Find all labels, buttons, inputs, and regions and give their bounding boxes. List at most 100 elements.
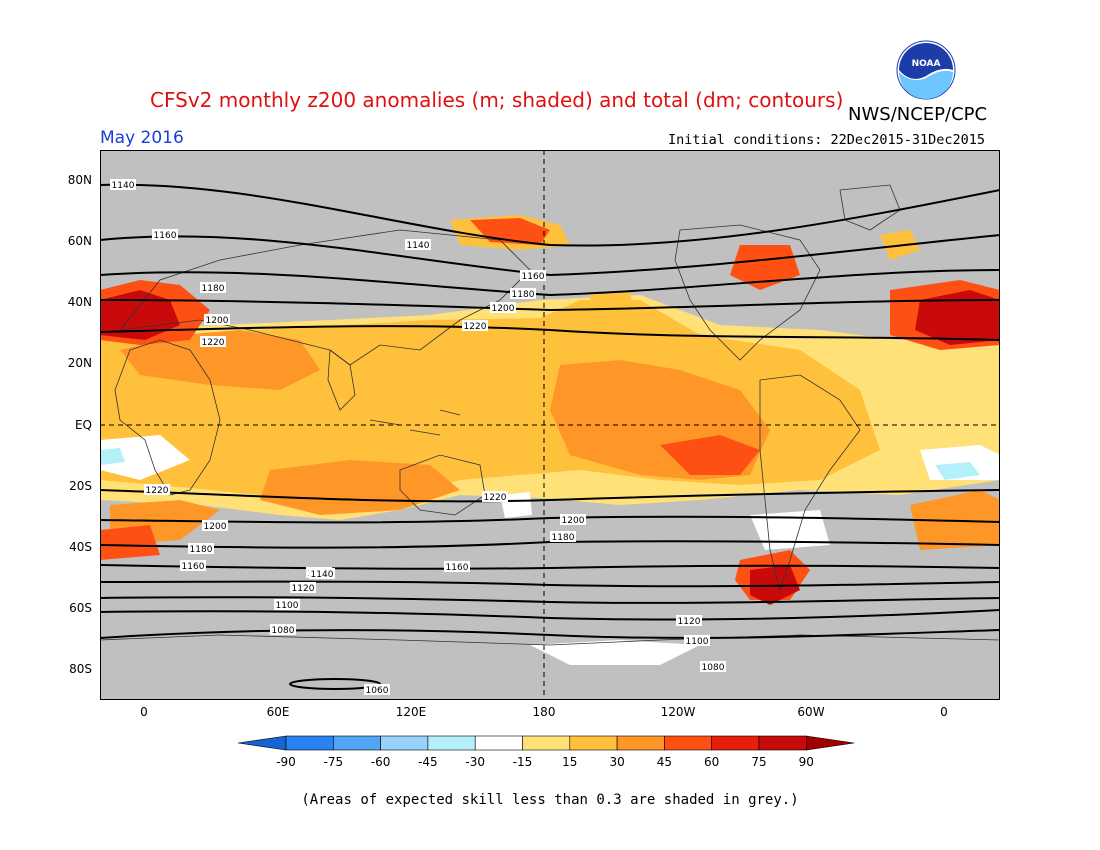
contour-label: 1100 [274, 599, 300, 611]
lat-label: 40S [69, 540, 92, 554]
height-contours [100, 183, 1000, 690]
contour-label: 1160 [444, 561, 470, 573]
coastlines [100, 184, 1000, 646]
legend-swatch [380, 735, 429, 751]
lat-label: 60N [68, 234, 92, 248]
svg-text:EQ: EQ [75, 418, 92, 432]
legend-swatch [333, 735, 381, 751]
contour-label: 1100 [684, 635, 710, 647]
color-legend: -90 -75 -60 -45 -30 -15 15 30 45 60 75 90 [238, 735, 855, 769]
svg-text:0: 0 [140, 705, 148, 719]
contour-label: 1080 [270, 624, 296, 636]
contour-label: 1220 [482, 491, 508, 503]
lat-label: 20N [68, 356, 92, 370]
lat-label: 80N [68, 173, 92, 187]
svg-text:180: 180 [533, 705, 556, 719]
anomaly-band-neutral [100, 435, 190, 480]
legend-swatch [569, 735, 618, 751]
legend-tick-label: 30 [609, 755, 624, 769]
svg-text:1140: 1140 [112, 181, 135, 191]
contour-label: 1160 [180, 560, 206, 572]
contour-label: 1200 [202, 520, 228, 532]
contour-label: 1060 [364, 684, 390, 696]
contour-label: 1220 [200, 336, 226, 348]
contour-label: 1200 [560, 514, 586, 526]
contour-label: 1220 [144, 484, 170, 496]
svg-text:1100: 1100 [276, 601, 299, 611]
svg-text:1100: 1100 [686, 637, 709, 647]
svg-text:1120: 1120 [292, 584, 315, 594]
legend-swatches [238, 735, 855, 751]
legend-swatch [427, 735, 476, 751]
svg-text:1160: 1160 [182, 562, 205, 572]
legend-tick-label: 45 [657, 755, 672, 769]
legend-tick-label: -30 [465, 755, 485, 769]
initial-conditions: Initial conditions: 22Dec2015-31Dec2015 [668, 132, 985, 148]
contour-label: 1160 [520, 270, 546, 282]
forecast-month: May 2016 [100, 128, 184, 148]
map-title: CFSv2 monthly z200 anomalies (m; shaded)… [150, 88, 844, 112]
legend-swatch [664, 735, 712, 751]
legend-tick-label: -15 [513, 755, 533, 769]
svg-text:1180: 1180 [190, 545, 213, 555]
contour-label: 1160 [152, 229, 178, 241]
svg-text:1180: 1180 [512, 290, 535, 300]
contour-label: 1180 [200, 282, 226, 294]
noaa-logo: NOAA [896, 40, 956, 100]
lon-label: 0 [140, 705, 148, 719]
legend-tick-label: 60 [704, 755, 719, 769]
svg-text:60E: 60E [267, 705, 290, 719]
legend-tick-label: -45 [418, 755, 438, 769]
lon-label: 0 [940, 705, 948, 719]
legend-swatch [758, 735, 807, 751]
lon-label: 60W [797, 705, 824, 719]
anomaly-band-75-90 [100, 290, 180, 340]
svg-text:1200: 1200 [492, 304, 515, 314]
lat-label: 20S [69, 479, 92, 493]
svg-text:40N: 40N [68, 295, 92, 309]
legend-tick-label: 90 [799, 755, 814, 769]
lat-label: EQ [75, 418, 92, 432]
legend-swatch [711, 735, 760, 751]
svg-text:60W: 60W [797, 705, 824, 719]
svg-text:60S: 60S [69, 601, 92, 615]
agency-label: NWS/NCEP/CPC [848, 104, 988, 125]
svg-text:80S: 80S [69, 662, 92, 676]
svg-text:1080: 1080 [272, 626, 295, 636]
legend-tick-label: 15 [562, 755, 577, 769]
svg-text:1160: 1160 [154, 231, 177, 241]
legend-arrow-low [238, 735, 287, 751]
contour-label: 1140 [110, 179, 136, 191]
svg-text:1220: 1220 [202, 338, 225, 348]
lat-label: 60S [69, 601, 92, 615]
svg-text:1140: 1140 [407, 241, 430, 251]
svg-text:120W: 120W [661, 705, 696, 719]
contour-label: 1180 [510, 288, 536, 300]
contour-label-group: 1140 1160 1180 1200 1220 1220 1200 1180 … [110, 179, 726, 696]
svg-text:20S: 20S [69, 479, 92, 493]
contour-label: 1220 [462, 320, 488, 332]
legend-swatch [285, 735, 334, 751]
svg-text:1200: 1200 [562, 516, 585, 526]
lon-label: 180 [533, 705, 556, 719]
svg-text:1080: 1080 [702, 663, 725, 673]
svg-text:20N: 20N [68, 356, 92, 370]
logo-text: NOAA [912, 59, 941, 69]
contour-label: 1140 [405, 239, 431, 251]
lon-label: 60E [267, 705, 290, 719]
legend-swatch [522, 735, 571, 751]
svg-text:80N: 80N [68, 173, 92, 187]
svg-text:1060: 1060 [366, 686, 389, 696]
svg-text:60N: 60N [68, 234, 92, 248]
svg-text:1120: 1120 [678, 617, 701, 627]
contour-label: 1080 [700, 661, 726, 673]
svg-text:1220: 1220 [146, 486, 169, 496]
contour-label: 1180 [188, 543, 214, 555]
latitude-axis: 80N 60N 40N 20N EQ 20S 40S 60S 80S [68, 173, 92, 676]
svg-text:0: 0 [940, 705, 948, 719]
svg-text:1160: 1160 [446, 563, 469, 573]
svg-text:1140: 1140 [311, 570, 334, 580]
contour-label: 1120 [676, 615, 702, 627]
svg-text:1220: 1220 [484, 493, 507, 503]
svg-text:1200: 1200 [206, 316, 229, 326]
